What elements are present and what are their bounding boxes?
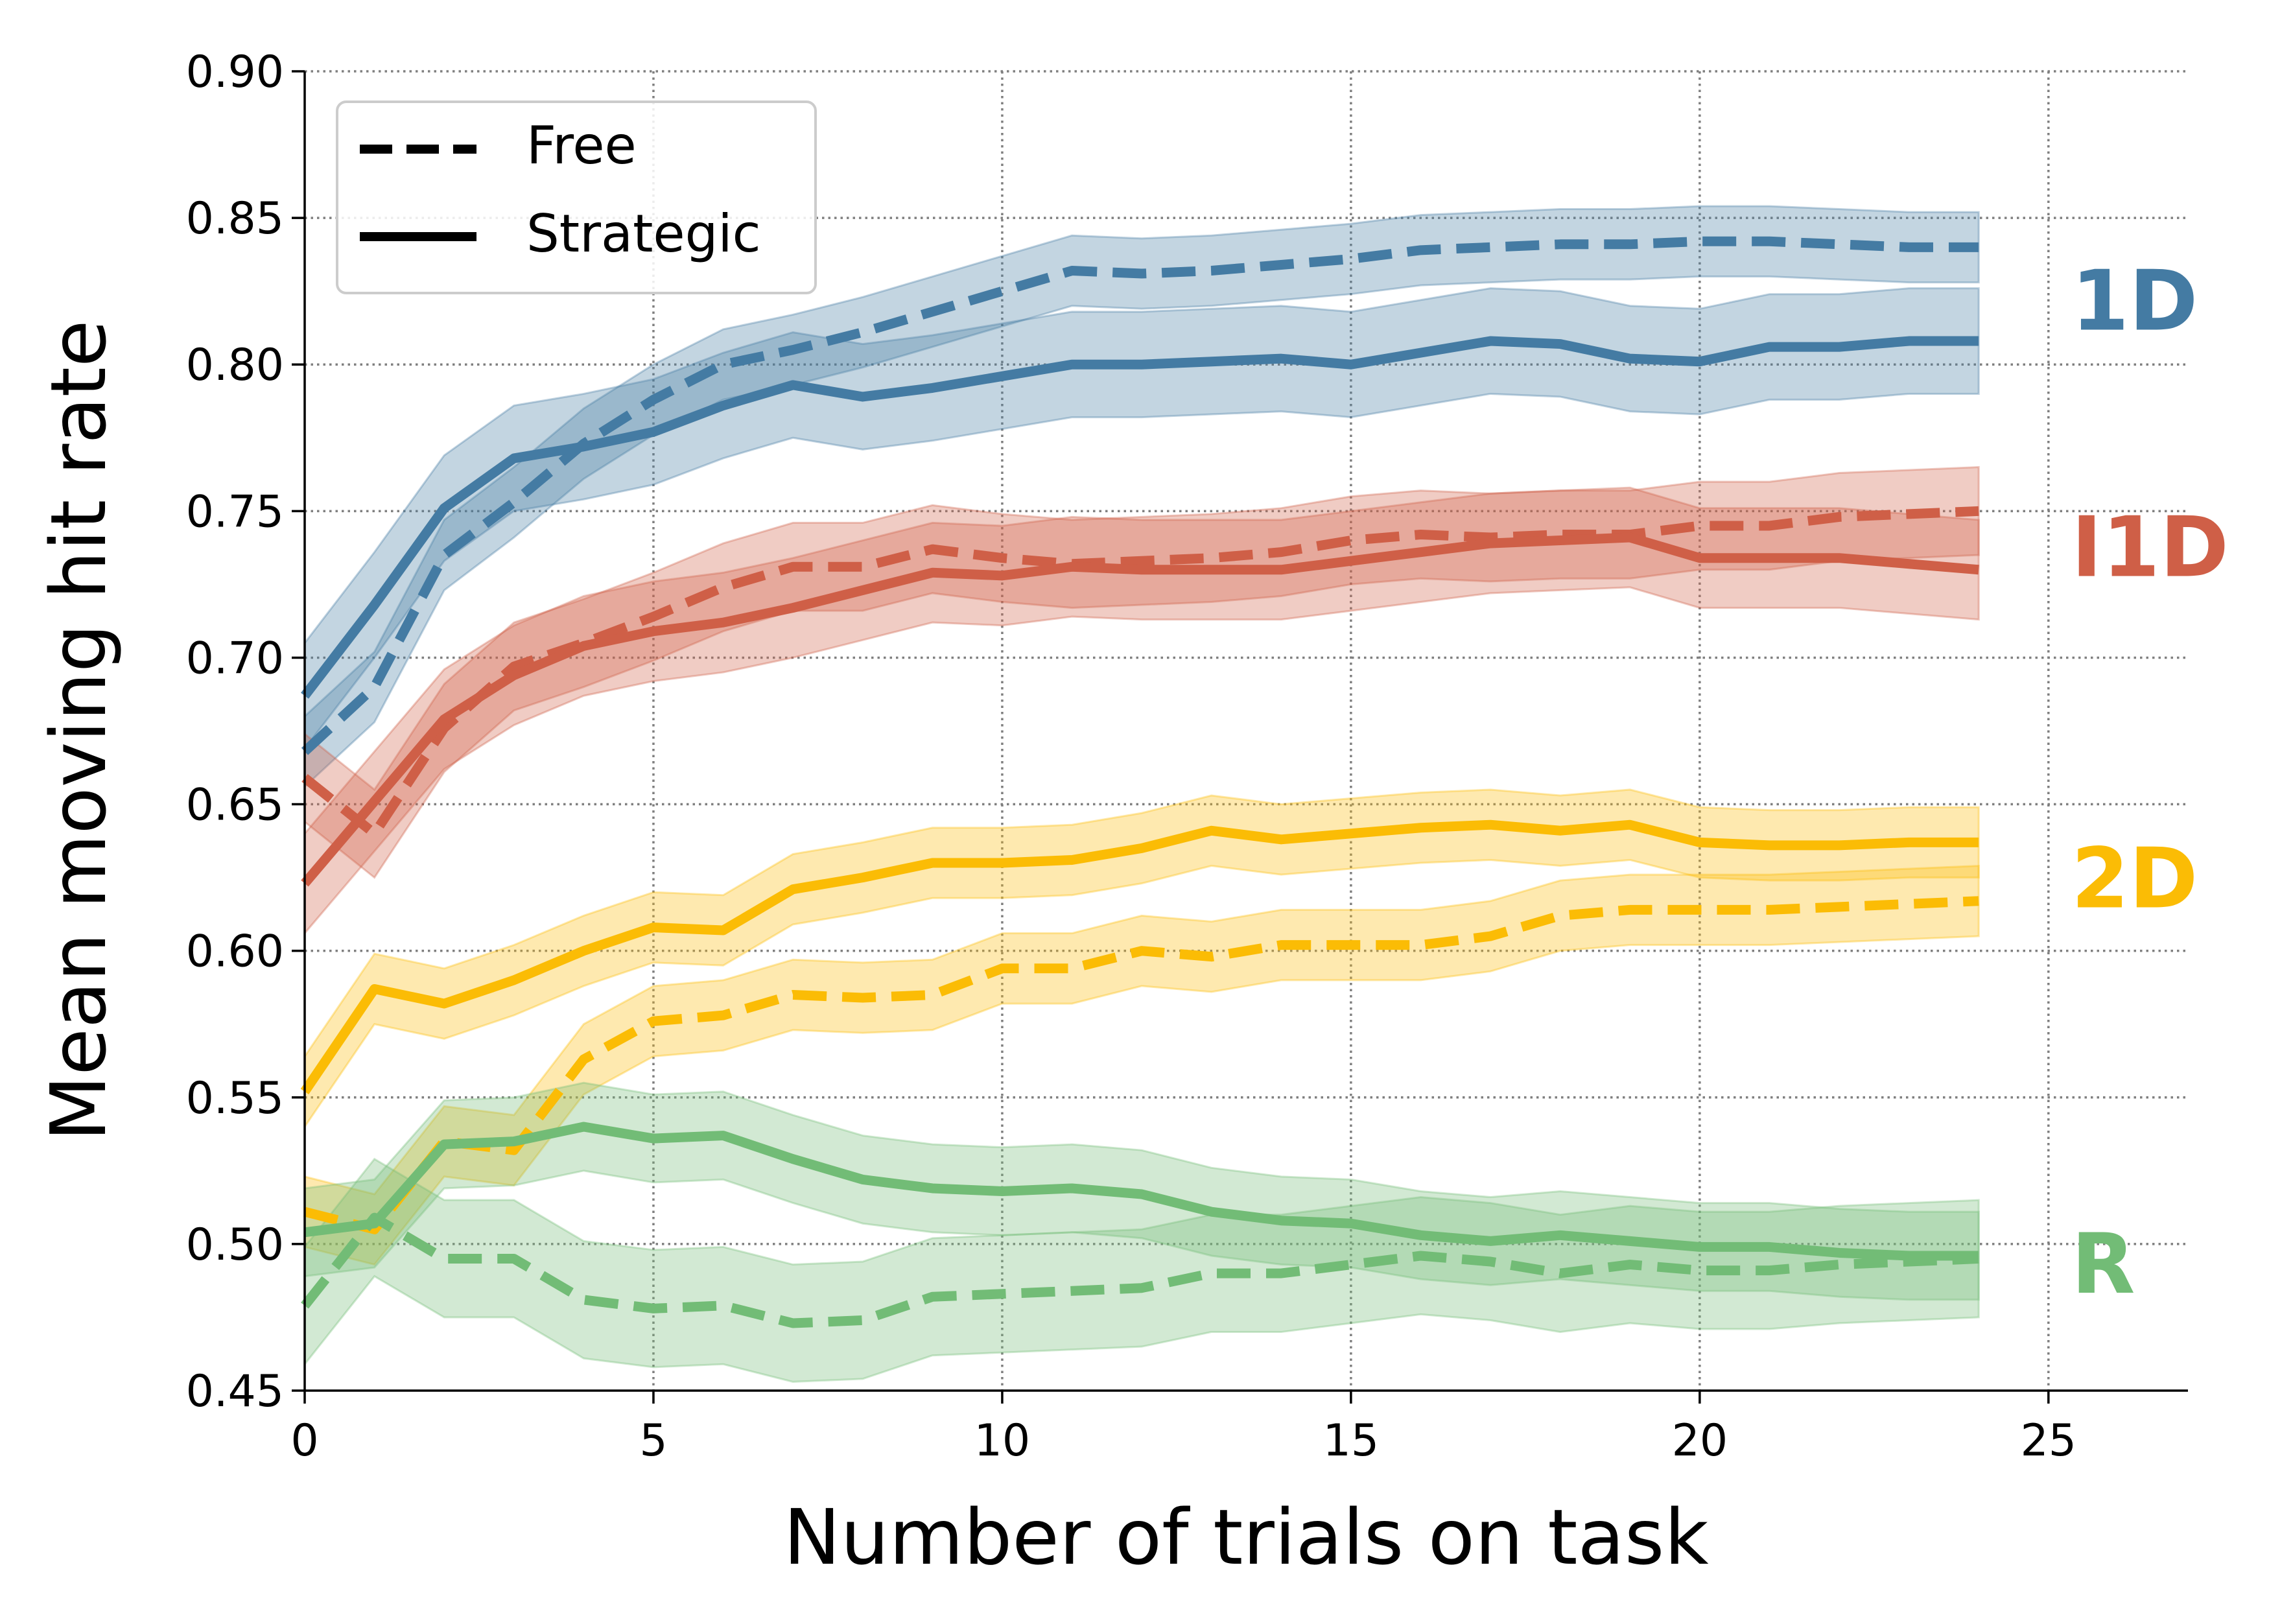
series-lines <box>300 236 1979 1328</box>
band-2d-free <box>303 864 1980 1266</box>
axes <box>303 71 2188 1392</box>
line-i1d-strategic <box>301 532 1979 887</box>
x-tick-label: 25 <box>2021 1415 2077 1466</box>
x-tick-label: 10 <box>974 1415 1031 1466</box>
y-ticks: 0.45 0.50 0.55 0.60 0.65 0.70 0.75 0.80 0.85 0.90 <box>186 47 305 1417</box>
x-tick-label: 0 <box>290 1415 318 1466</box>
band-i1d-strategic <box>303 486 1980 936</box>
x-tick-label: 15 <box>1323 1415 1380 1466</box>
y-tick-label: 0.80 <box>186 340 284 391</box>
legend-label-free: Free <box>526 115 637 176</box>
line-i1d-free <box>301 506 1979 839</box>
x-tick-label: 20 <box>1672 1415 1728 1466</box>
line-2d-strategic <box>300 819 1979 1094</box>
x-tick-label: 5 <box>639 1415 667 1466</box>
line-1d-strategic <box>301 336 1979 699</box>
y-tick-label: 0.70 <box>186 633 284 684</box>
y-tick-label: 0.55 <box>186 1073 284 1124</box>
band-r-free <box>303 1157 1980 1383</box>
y-tick-label: 0.45 <box>186 1366 284 1417</box>
confidence-bands <box>303 205 1980 1383</box>
y-tick-label: 0.90 <box>186 47 284 98</box>
band-2d-strategic <box>303 788 1980 1130</box>
grid <box>305 70 2188 1391</box>
line-r-free <box>301 1212 1979 1328</box>
legend-label-strategic: Strategic <box>526 204 761 264</box>
band-i1d-free <box>303 465 1980 879</box>
legend: Free Strategic <box>336 100 817 294</box>
x-ticks: 0 5 10 15 20 25 <box>290 1391 2076 1466</box>
y-tick-label: 0.75 <box>186 486 284 537</box>
line-2d-free <box>303 896 1979 1234</box>
x-axis-label: Number of trials on task <box>783 1492 1708 1582</box>
group-label-2d: 2D <box>2071 831 2198 928</box>
y-tick-label: 0.85 <box>186 193 284 244</box>
y-axis-label: Mean moving hit rate <box>34 320 123 1141</box>
group-label-i1d: I1D <box>2071 500 2229 596</box>
group-labels: 1D I1D 2D R <box>2071 253 2229 1313</box>
group-label-r: R <box>2071 1216 2135 1313</box>
y-tick-label: 0.50 <box>186 1219 284 1271</box>
band-1d-free <box>303 205 1980 789</box>
line-r-strategic <box>304 1122 1979 1261</box>
y-tick-label: 0.60 <box>186 926 284 978</box>
group-label-1d: 1D <box>2071 253 2198 350</box>
y-tick-label: 0.65 <box>186 780 284 831</box>
